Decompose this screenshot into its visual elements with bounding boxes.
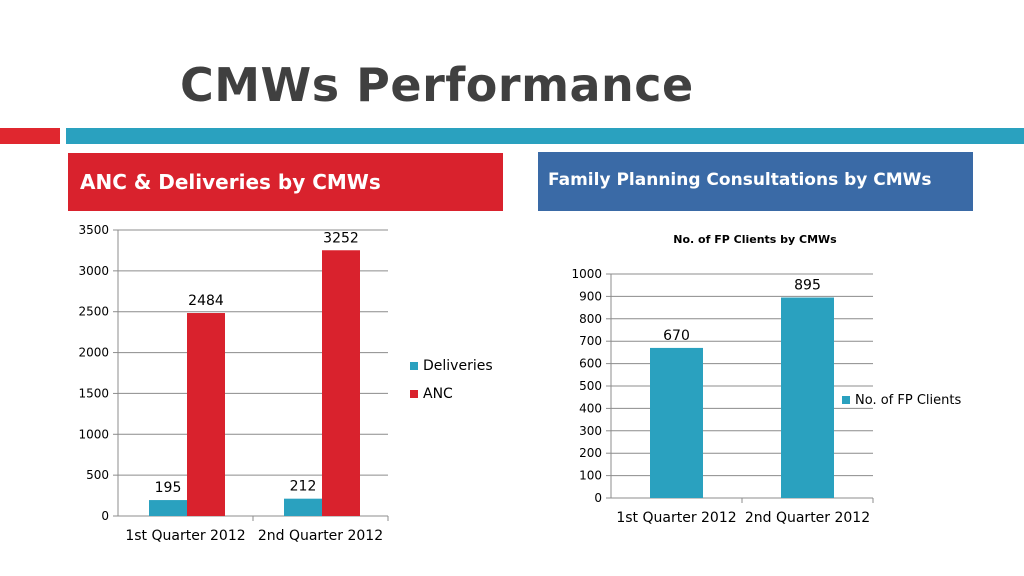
- anc-data-label: 3252: [323, 230, 359, 246]
- fp-ytick-label: 800: [579, 312, 602, 326]
- fp-ytick-label: 1000: [571, 267, 602, 281]
- anc-bar-anc: [322, 250, 360, 516]
- fp-ytick-label: 0: [594, 491, 602, 505]
- fp-ytick-label: 500: [579, 379, 602, 393]
- page-title: CMWs Performance: [180, 58, 694, 112]
- anc-data-label: 2484: [188, 293, 224, 309]
- anc-bar-deliveries: [284, 498, 322, 516]
- fp-ytick-label: 400: [579, 401, 602, 415]
- anc-category-label: 2nd Quarter 2012: [258, 528, 383, 544]
- anc-legend-label: ANC: [423, 386, 453, 402]
- anc-legend-swatch: [410, 362, 418, 370]
- fp-ytick-label: 600: [579, 357, 602, 371]
- anc-legend-label: Deliveries: [423, 358, 493, 374]
- red-accent-bar: [0, 128, 60, 144]
- anc-ytick-label: 2000: [78, 346, 109, 360]
- anc-bar-anc: [187, 313, 225, 516]
- fp-ytick-label: 200: [579, 446, 602, 460]
- fp-ytick-label: 100: [579, 469, 602, 483]
- anc-category-label: 1st Quarter 2012: [125, 528, 245, 544]
- fp-ytick-label: 700: [579, 334, 602, 348]
- fp-legend-label: No. of FP Clients: [855, 393, 961, 408]
- anc-data-label: 212: [290, 479, 317, 495]
- anc-ytick-label: 500: [86, 468, 109, 482]
- fp-bar-no-of-fp-clients: [781, 297, 834, 498]
- fp-legend-swatch: [842, 396, 850, 404]
- fp-ytick-label: 900: [579, 289, 602, 303]
- anc-ytick-label: 3000: [78, 264, 109, 278]
- fp-ytick-label: 300: [579, 424, 602, 438]
- anc-legend-swatch: [410, 390, 418, 398]
- fp-chart-title: No. of FP Clients by CMWs: [673, 233, 837, 246]
- anc-ytick-label: 3500: [78, 223, 109, 237]
- fp-category-label: 2nd Quarter 2012: [745, 510, 870, 526]
- fp-data-label: 670: [663, 328, 690, 344]
- fp-category-label: 1st Quarter 2012: [616, 510, 736, 526]
- fp-data-label: 895: [794, 278, 821, 294]
- family-planning-header: Family Planning Consultations by CMWs: [538, 152, 973, 211]
- anc-ytick-label: 1500: [78, 386, 109, 400]
- anc-ytick-label: 0: [101, 509, 109, 523]
- anc-ytick-label: 1000: [78, 427, 109, 441]
- anc-ytick-label: 2500: [78, 305, 109, 319]
- fp-bar-no-of-fp-clients: [650, 347, 703, 498]
- anc-deliveries-header: ANC & Deliveries by CMWs: [68, 153, 503, 211]
- teal-divider-bar: [66, 128, 1024, 144]
- anc-data-label: 195: [155, 480, 182, 496]
- anc-bar-deliveries: [149, 500, 187, 516]
